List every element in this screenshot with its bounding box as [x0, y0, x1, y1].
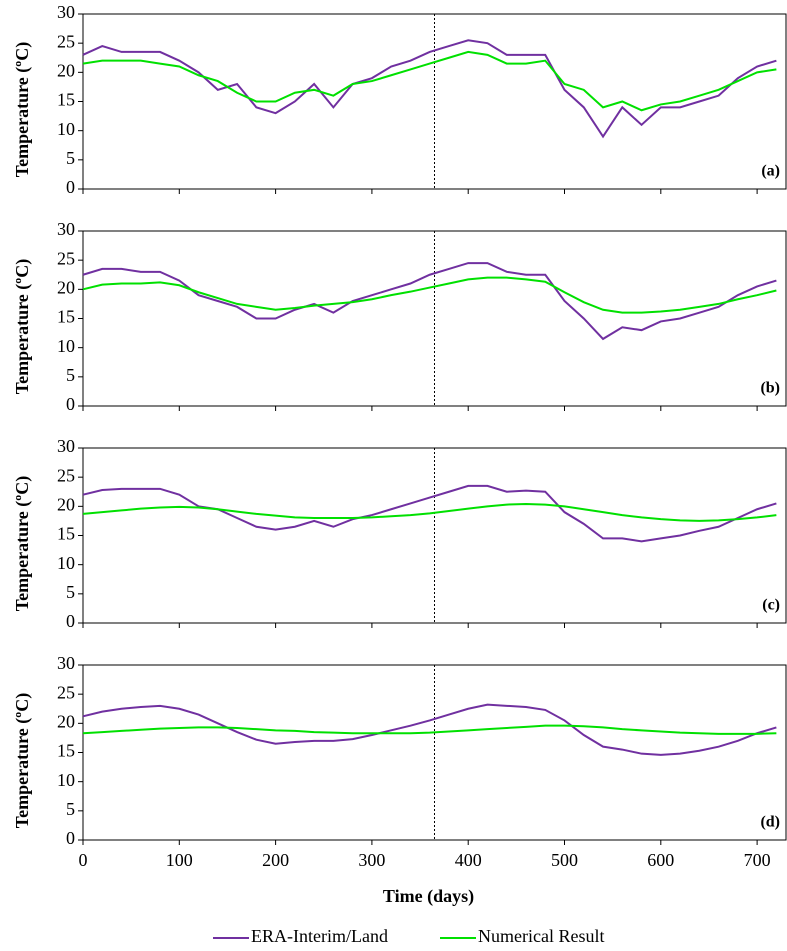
y-tick-label: 25: [57, 682, 75, 702]
y-tick-label: 20: [57, 60, 75, 80]
y-tick-label: 20: [57, 711, 75, 731]
x-tick-label: 200: [262, 850, 289, 870]
y-tick-label: 25: [57, 248, 75, 268]
x-tick-label: 100: [166, 850, 193, 870]
y-tick-label: 0: [66, 828, 75, 848]
y-axis-label: Temperature (ºC): [12, 693, 33, 828]
y-tick-label: 5: [66, 582, 75, 602]
y-tick-label: 10: [57, 336, 75, 356]
y-axis-label: Temperature (ºC): [12, 259, 33, 394]
x-tick-label: 500: [551, 850, 578, 870]
y-tick-label: 0: [66, 611, 75, 631]
panel-label: (c): [762, 597, 780, 614]
y-tick-label: 0: [66, 177, 75, 197]
x-tick-label: 700: [744, 850, 771, 870]
data-line: [82, 502, 777, 522]
x-axis-label: Time (days): [383, 886, 474, 907]
x-tick-label: 0: [79, 850, 88, 870]
y-tick-label: 15: [57, 524, 75, 544]
x-tick-label: 300: [358, 850, 385, 870]
data-line: [82, 50, 777, 112]
y-tick-label: 30: [57, 436, 75, 456]
x-tick-label: 600: [647, 850, 674, 870]
y-tick-label: 15: [57, 90, 75, 110]
y-tick-label: 25: [57, 465, 75, 485]
y-tick-label: 5: [66, 365, 75, 385]
data-line: [82, 276, 777, 314]
y-tick-label: 30: [57, 2, 75, 22]
data-line: [82, 262, 777, 341]
y-tick-label: 0: [66, 394, 75, 414]
y-tick-label: 10: [57, 770, 75, 790]
panel-label: (d): [760, 814, 780, 831]
legend-label: ERA-Interim/Land: [251, 926, 388, 946]
data-line: [82, 39, 777, 139]
data-line: [82, 724, 777, 735]
y-tick-label: 20: [57, 494, 75, 514]
legend-label: Numerical Result: [478, 926, 604, 946]
panel-label: (b): [760, 380, 780, 397]
y-tick-label: 10: [57, 553, 75, 573]
y-tick-label: 30: [57, 653, 75, 673]
y-tick-label: 5: [66, 148, 75, 168]
data-line: [82, 703, 777, 756]
y-tick-label: 15: [57, 307, 75, 327]
y-tick-label: 10: [57, 119, 75, 139]
y-tick-label: 25: [57, 31, 75, 51]
data-line: [82, 484, 777, 543]
y-tick-label: 30: [57, 219, 75, 239]
y-tick-label: 20: [57, 277, 75, 297]
y-tick-label: 15: [57, 741, 75, 761]
panel-label: (a): [761, 163, 780, 180]
x-tick-label: 400: [455, 850, 482, 870]
y-axis-label: Temperature (ºC): [12, 42, 33, 177]
y-tick-label: 5: [66, 799, 75, 819]
y-axis-label: Temperature (ºC): [12, 476, 33, 611]
